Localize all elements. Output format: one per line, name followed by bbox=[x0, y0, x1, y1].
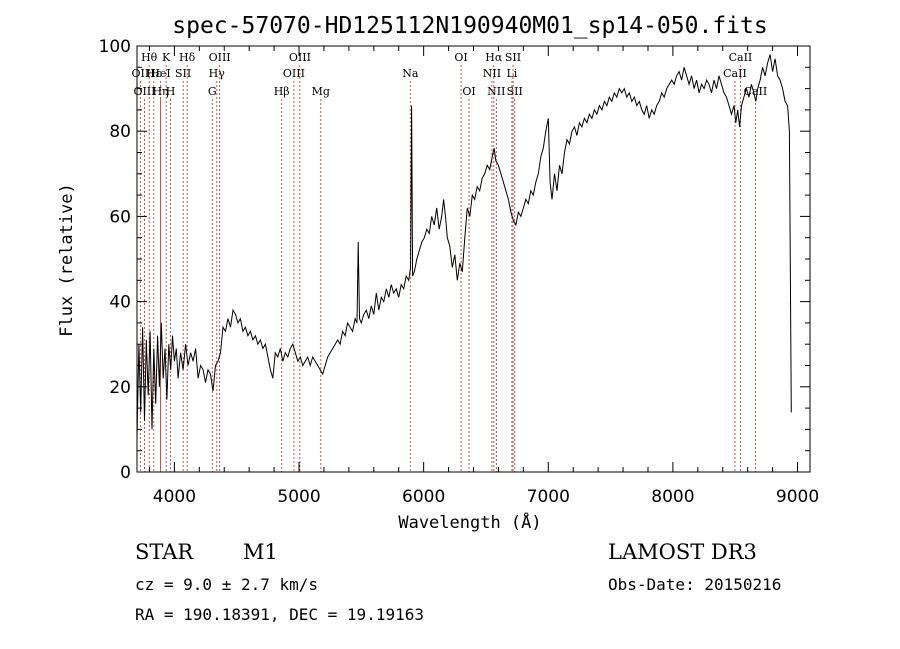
spectral-line-label: HeI bbox=[150, 67, 170, 80]
y-tick-label: 20 bbox=[109, 378, 131, 398]
object-class: STAR bbox=[135, 540, 194, 564]
spectral-line-label: SII bbox=[505, 51, 521, 64]
spectral-line-label: Hθ bbox=[141, 51, 158, 64]
spectral-line-label: NII bbox=[487, 85, 505, 98]
spectral-line-label: Hγ bbox=[209, 67, 226, 80]
y-tick-label: 0 bbox=[120, 463, 131, 483]
spectral-line-label: Mg bbox=[312, 85, 330, 98]
y-tick-label: 80 bbox=[109, 122, 131, 142]
spectral-line-label: K bbox=[162, 51, 171, 64]
spectral-line-label: Hδ bbox=[179, 51, 196, 64]
y-tick-label: 100 bbox=[99, 37, 131, 57]
y-axis-label: Flux (relative) bbox=[57, 183, 77, 337]
spectral-line-label: OII bbox=[132, 67, 150, 80]
y-tick-label: 40 bbox=[109, 293, 131, 313]
survey-name: LAMOST DR3 bbox=[608, 540, 757, 564]
plot-frame bbox=[136, 45, 811, 473]
spectral-line-label: CaII bbox=[729, 51, 753, 64]
spectral-line-label: CaII bbox=[723, 67, 747, 80]
x-axis-ticks: 4000 5000 6000 7000 8000 9000 bbox=[148, 46, 819, 507]
coordinates: RA = 190.18391, DEC = 19.19163 bbox=[135, 605, 424, 624]
spectrum-plot: spec-57070-HD125112N190940M01_sp14-050.f… bbox=[57, 13, 819, 533]
spectral-line-label: SII bbox=[507, 85, 523, 98]
spectral-line-label: Hβ bbox=[274, 85, 290, 98]
subclass: M1 bbox=[243, 540, 278, 564]
chart-title: spec-57070-HD125112N190940M01_sp14-050.f… bbox=[172, 13, 767, 39]
spectral-line-label: H bbox=[166, 85, 176, 98]
spectral-line-label: Hα bbox=[485, 51, 503, 64]
x-tick-label: 7000 bbox=[527, 487, 570, 507]
spectral-line-label: OIII bbox=[289, 51, 311, 64]
spectral-line-label: G bbox=[208, 85, 217, 98]
x-axis-label: Wavelength (Å) bbox=[398, 511, 541, 533]
spectral-line-label: OIII bbox=[209, 51, 231, 64]
x-tick-label: 4000 bbox=[153, 487, 196, 507]
spectral-line-label: Li bbox=[506, 67, 517, 80]
spectral-line-label: NII bbox=[483, 67, 501, 80]
x-tick-label: 9000 bbox=[776, 487, 819, 507]
y-axis-ticks: 0 20 40 60 80 100 bbox=[99, 37, 810, 483]
spectral-line-label: Na bbox=[402, 67, 419, 80]
x-tick-label: 5000 bbox=[277, 487, 320, 507]
spectral-line-label: OI bbox=[454, 51, 467, 64]
spectral-line-label: Hη bbox=[152, 85, 168, 98]
y-tick-label: 60 bbox=[109, 207, 131, 227]
spectral-line-label: Hε bbox=[146, 67, 162, 80]
redshift-cz: cz = 9.0 ± 2.7 km/s bbox=[135, 575, 319, 594]
x-tick-label: 8000 bbox=[651, 487, 694, 507]
spectral-line-label: SII bbox=[175, 67, 191, 80]
spectral-line-label: OI bbox=[462, 85, 475, 98]
x-tick-label: 6000 bbox=[402, 487, 445, 507]
flux-series-line bbox=[136, 54, 792, 438]
observation-date: Obs-Date: 20150216 bbox=[608, 575, 782, 594]
spectral-line-markers bbox=[139, 65, 756, 472]
spectral-line-label: OIII bbox=[283, 67, 305, 80]
